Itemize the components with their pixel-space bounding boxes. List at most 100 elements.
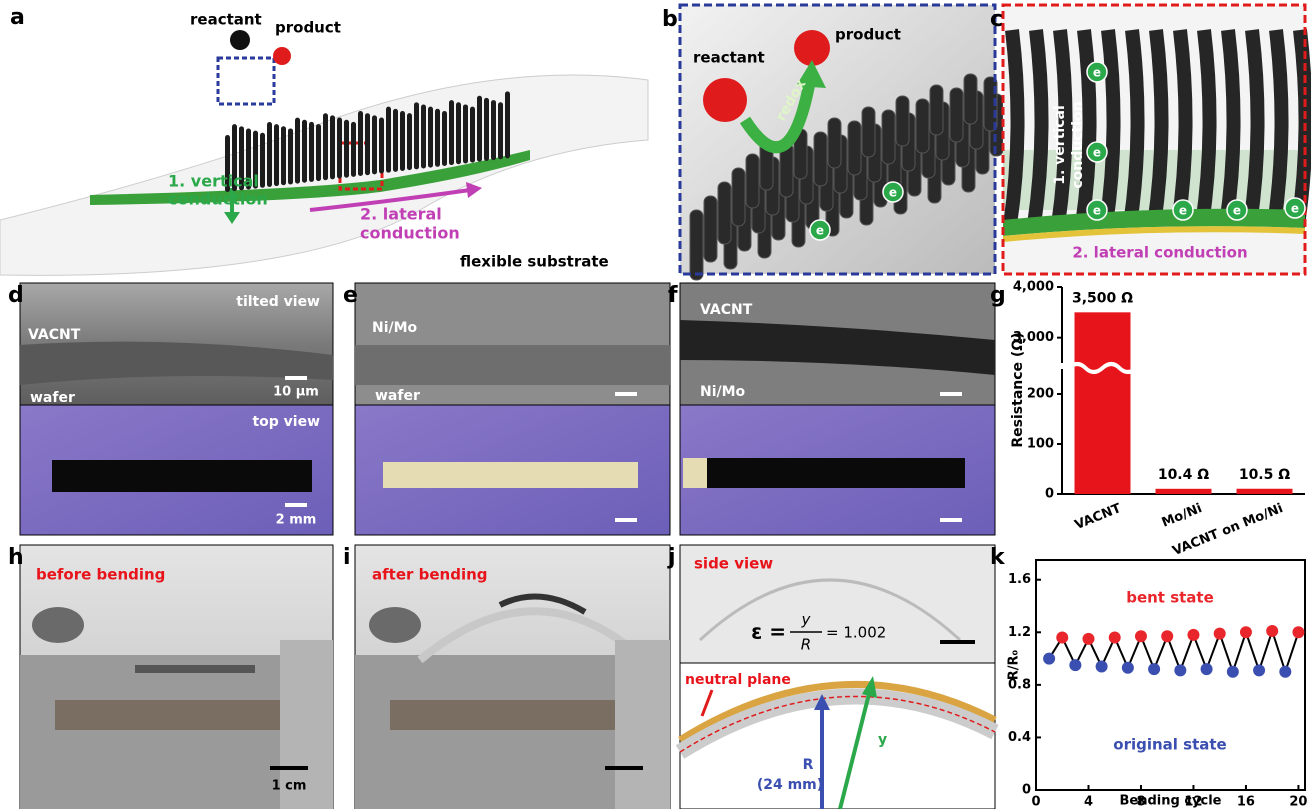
cnt-pillar	[484, 98, 489, 161]
panel-label: c	[990, 7, 1003, 32]
cnt-pillar	[323, 113, 328, 180]
panel-label: i	[343, 545, 351, 570]
y-tick-label: 1.2	[1008, 625, 1031, 640]
cnt-pillar	[344, 120, 349, 178]
point	[1161, 630, 1173, 642]
point	[1174, 664, 1186, 676]
scale-bar	[940, 518, 962, 522]
electron-label: e	[889, 186, 897, 200]
label: product	[275, 19, 341, 37]
cnt-pillar	[1178, 30, 1186, 225]
point	[1292, 626, 1304, 638]
connector	[1259, 631, 1272, 670]
label: R	[803, 757, 814, 773]
layer	[355, 345, 670, 385]
bar	[1237, 489, 1293, 494]
label: VACNT	[700, 302, 753, 318]
point	[1201, 663, 1213, 675]
cnt-pillar	[1154, 30, 1162, 225]
connector	[1285, 632, 1298, 671]
scale-bar	[615, 518, 637, 522]
cnt-pillar	[1130, 30, 1138, 225]
axis-break	[1056, 363, 1068, 369]
screw	[369, 607, 421, 643]
point	[1266, 625, 1278, 637]
label: wafer	[375, 388, 420, 404]
strip	[707, 458, 965, 488]
cnt-pillar	[365, 113, 370, 175]
panel-i	[355, 545, 670, 809]
panel-label: h	[8, 545, 24, 570]
label: Ni/Mo	[372, 320, 418, 336]
scale-bar	[615, 392, 637, 396]
x-tick-label: VACNT	[1073, 501, 1124, 533]
panel-label: j	[667, 545, 676, 570]
equation: = 1.002	[826, 624, 886, 642]
point	[1240, 626, 1252, 638]
cnt-pillar	[463, 104, 468, 163]
y-tick-label: 0	[1045, 487, 1054, 502]
cnt-pillar	[302, 120, 307, 183]
x-axis-label: Bending cycle	[1120, 794, 1222, 809]
cnt-pillar	[428, 107, 433, 168]
point	[1056, 632, 1068, 644]
cnt-pillar	[498, 102, 503, 159]
y-tick-label: 0.4	[1008, 730, 1031, 745]
cnt-pillar	[358, 111, 363, 176]
label: after bending	[372, 566, 488, 584]
cnt-pillar	[421, 104, 426, 168]
label: wafer	[30, 390, 75, 406]
cnt-pillar	[1010, 30, 1018, 225]
panel-label: g	[990, 283, 1006, 308]
label: y	[878, 732, 887, 748]
label: (24 mm)	[757, 777, 823, 793]
cnt-pillar	[456, 102, 461, 164]
cnt-pillar	[896, 96, 909, 146]
label: side view	[694, 555, 773, 573]
cnt-pillar	[930, 85, 943, 135]
cnt-pillar	[337, 118, 342, 179]
point	[1214, 628, 1226, 640]
connector	[1246, 632, 1259, 670]
cnt-pillar	[470, 107, 475, 163]
cnt-pillar	[1034, 30, 1042, 225]
clamp	[615, 640, 670, 809]
label: 2. lateral conduction	[1072, 244, 1247, 262]
cnt-pillar	[379, 118, 384, 174]
label: before bending	[36, 566, 165, 584]
label: VACNT	[28, 327, 81, 343]
point	[1043, 653, 1055, 665]
sample	[135, 665, 255, 673]
cnt-pillar	[732, 168, 745, 226]
cnt-pillar	[690, 210, 703, 280]
point	[1082, 633, 1094, 645]
cnt-pillar	[288, 128, 293, 184]
x-tick-label: 16	[1237, 795, 1255, 809]
cnt-pillar	[330, 115, 335, 179]
cnt-pillar	[814, 132, 827, 186]
product-ball	[273, 47, 291, 65]
x-tick-label: 0	[1031, 795, 1040, 809]
panel-a	[0, 30, 648, 275]
reactant-ball	[230, 30, 250, 50]
electron-label: e	[1093, 146, 1101, 160]
cnt-pillar	[964, 74, 977, 124]
panel-d	[20, 283, 333, 535]
label: top view	[252, 414, 320, 430]
panel-label: b	[662, 7, 678, 32]
scale-label: 2 mm	[276, 513, 317, 528]
cnt-pillar	[400, 111, 405, 171]
electron-label: e	[1291, 202, 1299, 216]
cnt-pillar	[281, 126, 286, 185]
x-tick-label: 20	[1289, 795, 1307, 809]
strip	[383, 462, 638, 488]
cnt-pillar	[351, 122, 356, 177]
cnt-pillar	[950, 88, 963, 142]
point	[1187, 629, 1199, 641]
cnt-pillar	[449, 100, 454, 165]
value-label: 3,500 Ω	[1072, 290, 1133, 306]
label: 2. lateral	[360, 205, 442, 224]
series-label: original state	[1113, 736, 1226, 754]
y-tick-label: 1.6	[1008, 572, 1031, 587]
reactant-ball	[703, 78, 747, 122]
